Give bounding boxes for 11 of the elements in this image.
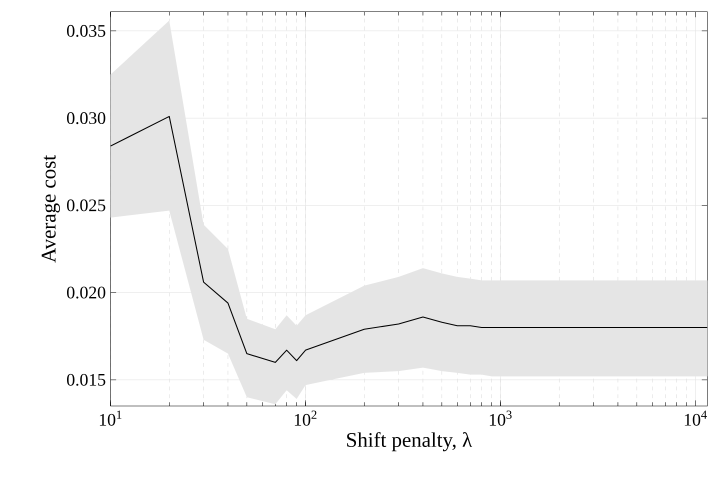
x-tick-label: 10$^{3}$: [490, 410, 512, 426]
y-tick-label: 0.035: [67, 24, 106, 37]
x-axis-title: Shift penalty, λ: [347, 432, 472, 452]
y-tick-label: 0.020: [67, 286, 106, 298]
y-tick-label: 0.025: [67, 199, 106, 212]
x-tick-label: 10$^{1}$: [100, 410, 122, 426]
y-tick-label: 0.015: [67, 374, 106, 386]
x-tick-label: 10$^{4}$: [684, 410, 707, 426]
y-tick-label: 0.030: [67, 112, 106, 124]
y-axis-title: Average cost: [42, 154, 60, 262]
x-tick-label: 10$^{2}$: [294, 410, 316, 426]
